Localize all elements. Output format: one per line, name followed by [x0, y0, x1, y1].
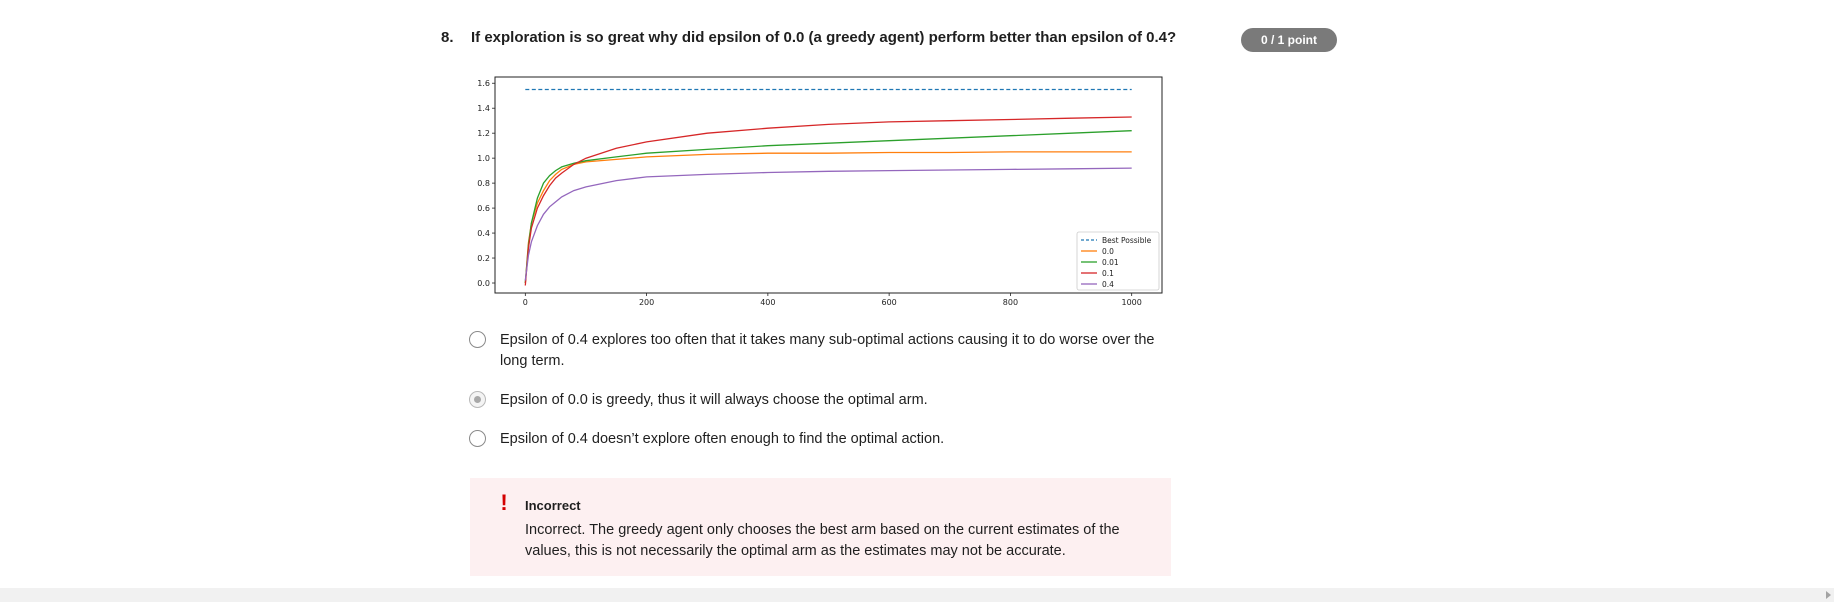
answer-option-2[interactable]: Epsilon of 0.0 is greedy, thus it will a…	[468, 390, 1168, 411]
x-tick-label: 200	[639, 298, 654, 307]
horizontal-scrollbar[interactable]	[0, 588, 1834, 602]
series-line-0-01	[524, 130, 1132, 284]
score-badge: 0 / 1 point	[1241, 28, 1337, 52]
radio-button-1[interactable]	[469, 331, 486, 348]
legend-label: 0.01	[1102, 258, 1119, 267]
answer-option-3-label: Epsilon of 0.4 doesn’t explore often eno…	[500, 431, 945, 447]
x-tick-label: 1000	[1122, 298, 1142, 307]
y-tick-label: 1.6	[477, 79, 490, 88]
y-tick-label: 1.0	[477, 154, 490, 163]
feedback-panel: ! Incorrect Incorrect. The greedy agent …	[470, 478, 1171, 576]
answer-option-3[interactable]: Epsilon of 0.4 doesn’t explore often eno…	[468, 429, 1168, 450]
y-tick-label: 0.8	[477, 179, 490, 188]
chart-svg: 0.0 0.2 0.4 0.6 0.8 1.0 1.2 1.4 1.6 0 200 400 600 800…	[477, 76, 1163, 307]
radio-button-3[interactable]	[469, 430, 486, 447]
question-number: 8.	[441, 29, 454, 46]
legend-label: Best Possible	[1102, 236, 1152, 245]
question-text: If exploration is so great why did epsil…	[471, 29, 1177, 46]
feedback-title: Incorrect	[525, 498, 581, 513]
y-tick-label: 0.0	[477, 279, 490, 288]
x-tick-label: 800	[1003, 298, 1018, 307]
legend-box	[1076, 231, 1160, 291]
y-tick-label: 0.2	[477, 254, 490, 263]
results-chart: 0.0 0.2 0.4 0.6 0.8 1.0 1.2 1.4 1.6 0 200 400 600 800…	[466, 70, 1170, 312]
x-tick-label: 0	[523, 298, 528, 307]
legend-label: 0.0	[1102, 247, 1114, 256]
y-tick-label: 0.4	[477, 229, 490, 238]
y-tick-label: 0.6	[477, 204, 490, 213]
y-tick-label: 1.4	[477, 104, 490, 113]
x-tick-label: 600	[881, 298, 896, 307]
legend-label: 0.4	[1102, 280, 1114, 289]
series-line-0-1	[524, 116, 1132, 286]
series-line-0-0	[524, 151, 1132, 284]
x-tick-label: 400	[760, 298, 775, 307]
scroll-right-icon[interactable]	[1826, 591, 1831, 599]
radio-button-2[interactable]	[469, 391, 486, 408]
answer-options: Epsilon of 0.4 explores too often that i…	[468, 330, 1168, 468]
plot-area-frame	[494, 76, 1163, 294]
series-line-0-4	[524, 167, 1132, 281]
exclamation-icon: !	[500, 490, 508, 515]
y-tick-label: 1.2	[477, 129, 490, 138]
legend-label: 0.1	[1102, 269, 1114, 278]
answer-option-1-label: Epsilon of 0.4 explores too often that i…	[500, 332, 1155, 369]
answer-option-1[interactable]: Epsilon of 0.4 explores too often that i…	[468, 330, 1168, 372]
answer-option-2-label: Epsilon of 0.0 is greedy, thus it will a…	[500, 392, 928, 408]
feedback-text: Incorrect. The greedy agent only chooses…	[525, 522, 1120, 559]
